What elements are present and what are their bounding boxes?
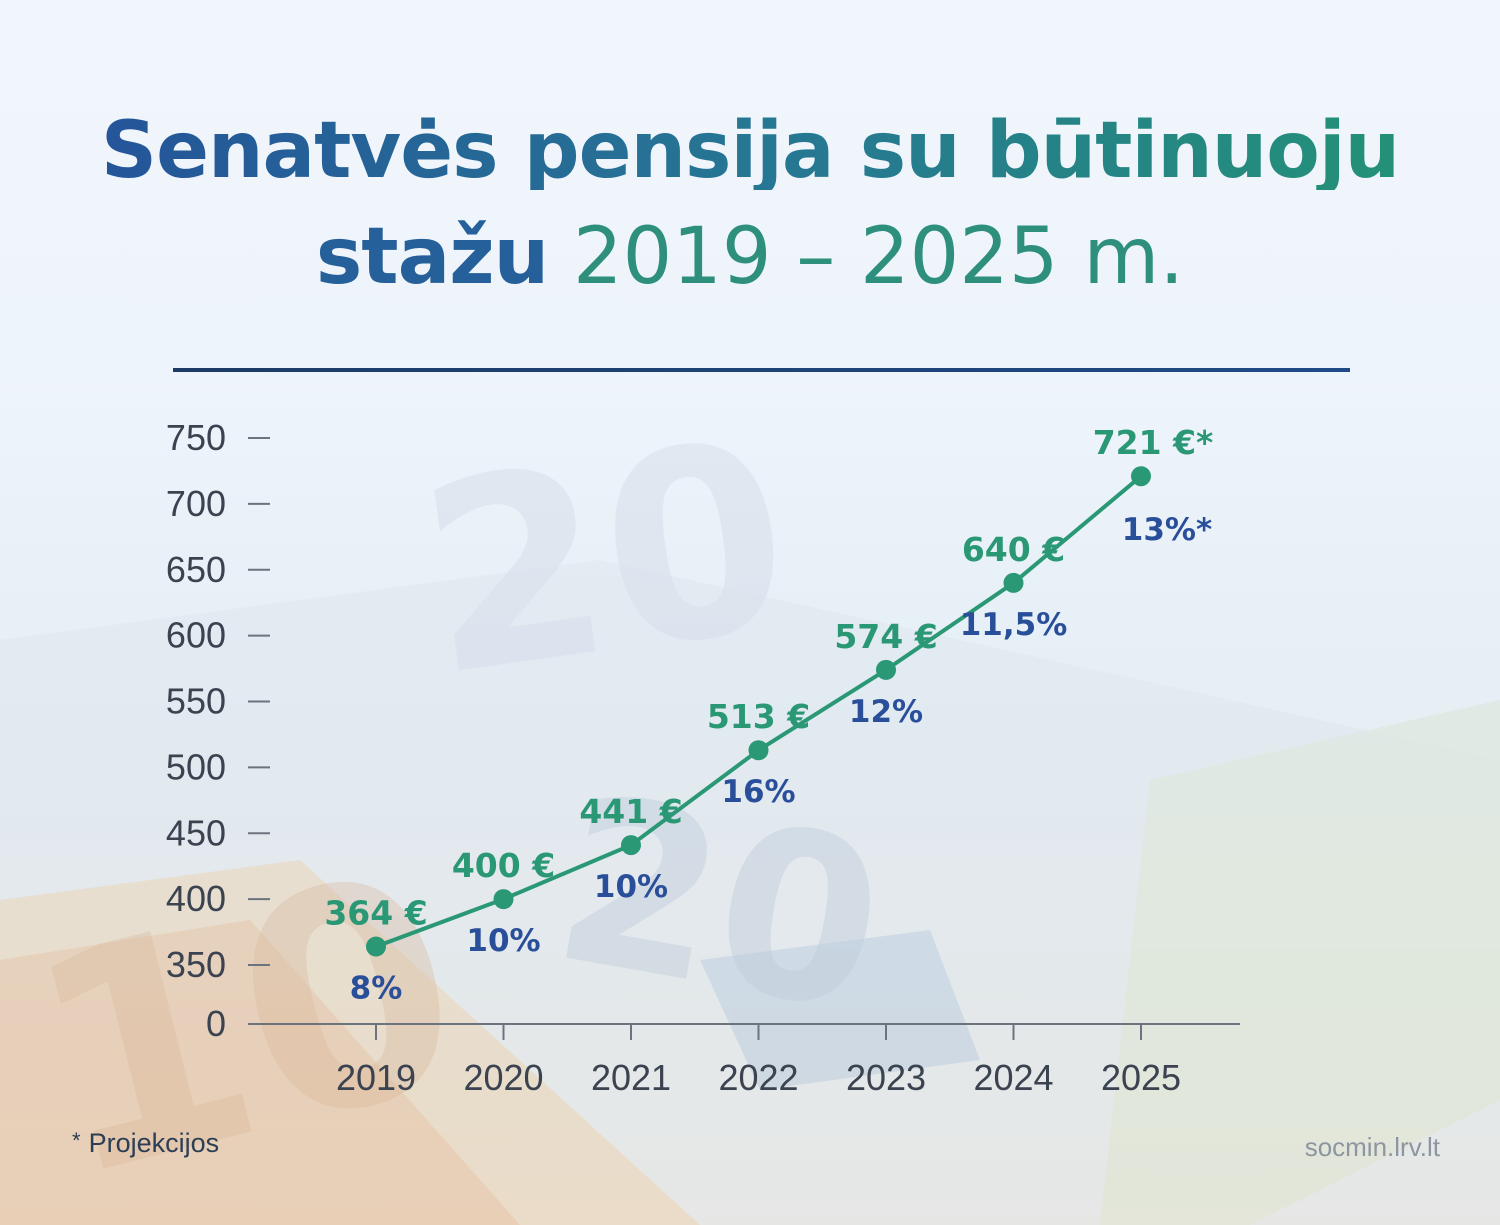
y-tick-label: 450 xyxy=(166,812,226,853)
footnote-asterisk: * xyxy=(72,1128,81,1153)
x-tick-label: 2019 xyxy=(336,1057,416,1098)
chart-title-line-2: stažu 2019 – 2025 m. xyxy=(0,218,1500,296)
x-tick-label: 2024 xyxy=(973,1057,1053,1098)
chart-title-line-1: Senatvės pensija su būtinuoju xyxy=(0,112,1500,190)
data-point xyxy=(366,936,386,957)
data-point xyxy=(621,835,641,856)
y-tick-label: 0 xyxy=(206,1003,226,1044)
growth-label: 10% xyxy=(594,869,668,905)
y-tick-label: 650 xyxy=(166,549,226,590)
y-tick-label: 500 xyxy=(166,746,226,787)
data-point xyxy=(876,659,896,680)
x-tick-label: 2023 xyxy=(846,1057,926,1098)
footnote: * Projekcijos xyxy=(72,1128,219,1159)
x-tick-label: 2020 xyxy=(463,1057,543,1098)
value-label: 574 € xyxy=(834,617,937,656)
y-tick-label: 350 xyxy=(166,944,226,985)
y-tick-label: 700 xyxy=(166,483,226,524)
value-label: 721 €* xyxy=(1093,423,1214,462)
data-labels: 364 € 8% 400 € 10% 441 € 10% 513 € 16% 574 € 12% 6… xyxy=(324,423,1213,1006)
chart-title-bold-part: stažu xyxy=(315,212,549,302)
value-label: 513 € xyxy=(707,697,810,736)
y-axis: 0 350 400 450 500 550 600 650 700 750 xyxy=(166,417,270,1044)
data-point xyxy=(493,889,514,910)
value-label: 640 € xyxy=(962,530,1065,569)
x-tick-label: 2022 xyxy=(718,1057,798,1098)
y-tick-label: 600 xyxy=(166,615,226,656)
x-tick-label: 2025 xyxy=(1101,1057,1181,1098)
growth-label: 12% xyxy=(849,694,923,730)
x-axis: 2019 2020 2021 2022 2023 2024 2025 xyxy=(248,1023,1240,1098)
y-tick-label: 400 xyxy=(166,878,226,919)
chart-title-years: 2019 – 2025 m. xyxy=(572,212,1185,302)
value-label: 441 € xyxy=(579,792,682,831)
growth-label: 16% xyxy=(721,774,795,810)
data-point xyxy=(1003,572,1024,593)
data-point xyxy=(748,740,769,761)
title-divider xyxy=(173,368,1350,372)
x-tick-label: 2021 xyxy=(591,1057,671,1098)
value-label: 364 € xyxy=(324,894,427,933)
data-series xyxy=(366,466,1151,957)
svg-text:20: 20 xyxy=(539,746,901,1065)
data-point xyxy=(1131,466,1151,487)
value-label: 400 € xyxy=(452,846,555,885)
y-tick-label: 750 xyxy=(166,417,226,458)
growth-label: 10% xyxy=(466,923,540,959)
growth-label: 11,5% xyxy=(960,607,1068,643)
svg-text:20: 20 xyxy=(405,385,805,734)
growth-label: 8% xyxy=(350,971,403,1007)
footnote-text: Projekcijos xyxy=(88,1128,220,1158)
y-tick-label: 550 xyxy=(166,681,226,722)
source-credit: socmin.lrv.lt xyxy=(1304,1132,1440,1162)
growth-label: 13%* xyxy=(1122,512,1212,548)
